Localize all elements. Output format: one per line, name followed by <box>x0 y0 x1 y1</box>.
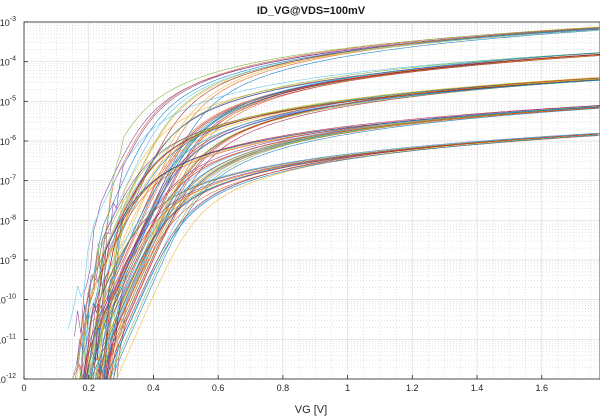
x-tick-label: 1 <box>345 383 350 393</box>
series-line <box>83 106 600 379</box>
y-tick-label: 10-6 <box>0 135 16 147</box>
series-line <box>113 108 599 379</box>
series-line <box>81 27 600 379</box>
series-line <box>91 30 599 379</box>
y-tick-label: 10-10 <box>0 294 16 306</box>
y-axis: 10-12 10-11 10-10 10-9 10-8 10-7 10-6 10-5 10-4 1… <box>0 16 28 385</box>
y-tick-label: 10-12 <box>0 373 16 385</box>
series-line <box>72 107 600 379</box>
x-tick-label: 1.6 <box>535 383 548 393</box>
series-line <box>106 54 600 379</box>
chart-title: ID_VG@VDS=100mV <box>257 5 366 17</box>
y-tick-label: 10-4 <box>0 56 16 68</box>
y-tick-label: 10-11 <box>0 333 16 345</box>
y-tick-label: 10-8 <box>0 214 16 226</box>
series-line <box>96 27 599 293</box>
x-tick-label: 1.4 <box>471 383 484 393</box>
y-tick-label: 10-3 <box>0 16 16 28</box>
series-line <box>80 79 600 379</box>
series-line <box>86 52 600 379</box>
series-line <box>97 77 600 347</box>
x-tick-label: 0.6 <box>212 383 225 393</box>
x-tick-label: 0 <box>21 383 26 393</box>
series-line <box>76 77 598 379</box>
series-line <box>100 107 600 379</box>
series-line <box>79 28 600 379</box>
series-line <box>99 133 598 379</box>
series-line <box>110 133 598 379</box>
series-line <box>92 105 598 379</box>
series-line <box>90 134 599 379</box>
series-line <box>102 77 600 379</box>
series-line <box>89 133 598 379</box>
x-axis-label: VG [V] <box>295 404 327 416</box>
series-line <box>82 107 599 379</box>
series-line <box>97 55 600 379</box>
plot-frame <box>23 21 600 380</box>
x-axis: 0 0.2 0.4 0.6 0.8 1 1.2 1.4 1.6 <box>21 375 548 393</box>
y-tick-label: 10-7 <box>0 175 16 187</box>
y-tick-label: 10-5 <box>0 95 16 107</box>
series-line <box>100 79 600 379</box>
series-line <box>110 54 600 379</box>
series-line <box>72 133 599 379</box>
series-line <box>86 133 598 379</box>
x-tick-label: 0.4 <box>147 383 160 393</box>
series-line <box>85 106 599 379</box>
x-tick-label: 0.8 <box>277 383 290 393</box>
series-layer <box>67 26 600 379</box>
series-line <box>105 134 600 379</box>
x-tick-label: 1.2 <box>406 383 419 393</box>
series-line <box>88 105 599 379</box>
series-line <box>79 79 598 379</box>
y-tick-label: 10-9 <box>0 254 16 266</box>
series-line <box>74 28 599 337</box>
x-tick-label: 0.2 <box>82 383 95 393</box>
series-line <box>108 77 600 379</box>
series-line <box>91 105 600 360</box>
series-line <box>97 27 600 283</box>
